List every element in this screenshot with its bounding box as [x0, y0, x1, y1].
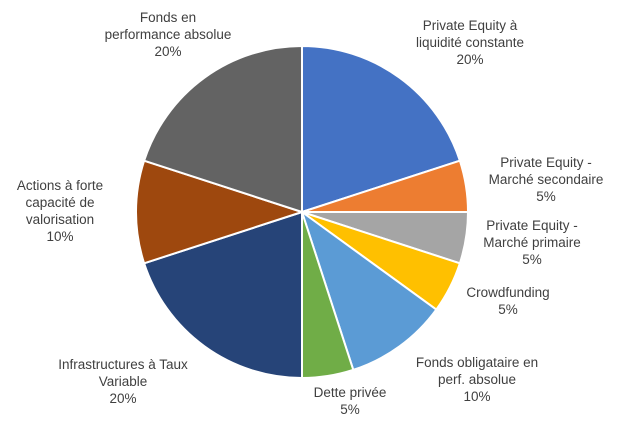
pie-slice	[301, 211, 438, 371]
slice-name-label: performance absolue	[105, 27, 232, 42]
pie-slice	[143, 211, 303, 379]
slice-name-label: liquidité constante	[416, 35, 524, 50]
slice-value-label: 20%	[109, 391, 136, 406]
pie-slice	[143, 45, 303, 213]
slice-value-label: 5%	[522, 252, 542, 267]
slice-label: Private Equity - Marché primaire 5%	[483, 218, 581, 267]
slice-label: Fonds en performance absolue 20%	[105, 10, 232, 59]
slice-value-label: 5%	[498, 302, 518, 317]
slice-name-label: Dette privée	[314, 385, 387, 400]
slice-name-label: Private Equity -	[500, 155, 592, 170]
slice-name-label: Infrastructures à Taux	[58, 357, 188, 372]
slice-name-label: valorisation	[26, 212, 94, 227]
slice-name-label: Marché secondaire	[489, 172, 604, 187]
slice-name-label: capacité de	[25, 195, 94, 210]
slice-label: Private Equity à liquidité constante 20%	[416, 18, 524, 67]
slice-value-label: 10%	[463, 389, 490, 404]
slice-name-label: perf. absolue	[438, 372, 516, 387]
slice-name-label: Actions à forte	[17, 178, 103, 193]
pie-slices	[134, 45, 469, 379]
slice-value-label: 5%	[340, 402, 360, 417]
slice-name-label: Crowdfunding	[466, 285, 549, 300]
slice-value-label: 20%	[456, 52, 483, 67]
pie-slice	[134, 159, 303, 265]
slice-label: Actions à forte capacité de valorisation 10…	[17, 178, 103, 244]
slice-name-label: Private Equity à	[423, 18, 518, 33]
slice-label: Crowdfunding 5%	[466, 285, 549, 317]
slice-name-label: Private Equity -	[486, 218, 578, 233]
slice-name-label: Fonds en	[140, 10, 196, 25]
slice-label: Fonds obligataire en perf. absolue 10%	[416, 355, 538, 404]
slice-label: Dette privée 5%	[314, 385, 387, 417]
slice-name-label: Variable	[99, 374, 148, 389]
slice-value-label: 20%	[154, 44, 181, 59]
pie-labels: Private Equity à liquidité constante 20%Pr…	[17, 10, 604, 417]
slice-value-label: 10%	[46, 229, 73, 244]
slice-name-label: Marché primaire	[483, 235, 581, 250]
slice-label: Infrastructures à Taux Variable 20%	[58, 357, 188, 406]
pie-slice	[301, 45, 461, 213]
slice-name-label: Fonds obligataire en	[416, 355, 538, 370]
slice-label: Private Equity - Marché secondaire 5%	[489, 155, 604, 204]
slice-value-label: 5%	[536, 189, 556, 204]
